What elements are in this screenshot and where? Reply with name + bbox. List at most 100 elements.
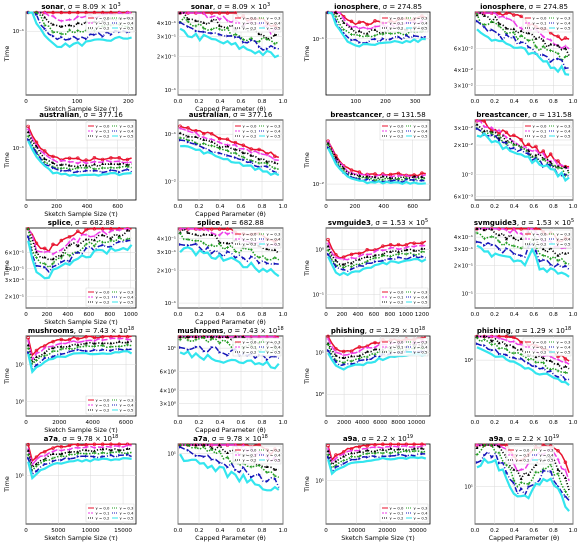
legend-label: γ = 0.2 bbox=[390, 516, 404, 521]
x-tick-label: 6000 bbox=[119, 420, 134, 426]
x-tick-label: 0.6 bbox=[529, 420, 538, 426]
legend-label: γ = 0.2 bbox=[243, 350, 257, 355]
y-tick-label: 10⁻¹ bbox=[165, 132, 176, 138]
y-tick-label: 3×10⁻² bbox=[454, 126, 473, 132]
x-tick-label: 0.6 bbox=[529, 204, 538, 210]
y-axis-label: Time bbox=[303, 260, 311, 277]
y-tick-label: 10⁻² bbox=[313, 182, 324, 188]
subplot-title: ionosphere, σ = 274.85 bbox=[480, 3, 568, 11]
legend: γ = 0.0γ = 0.1γ = 0.2γ = 0.3γ = 0.4γ = 0… bbox=[380, 338, 428, 356]
x-axis-label: Sketch Sample Size (τ) bbox=[44, 426, 118, 434]
legend-label: γ = 0.2 bbox=[96, 408, 110, 413]
legend: γ = 0.0γ = 0.1γ = 0.2γ = 0.3γ = 0.4γ = 0… bbox=[523, 14, 571, 32]
x-tick-label: 400 bbox=[378, 204, 389, 210]
y-tick-label: 10⁻¹ bbox=[165, 88, 176, 94]
x-tick-label: 0 bbox=[24, 528, 28, 534]
y-tick-label: 6×10⁰ bbox=[160, 370, 176, 376]
y-tick-label: 3×10⁻² bbox=[454, 83, 473, 89]
x-tick-label: 0.4 bbox=[510, 420, 519, 426]
legend: γ = 0.0γ = 0.1γ = 0.2γ = 0.3γ = 0.4γ = 0… bbox=[233, 338, 281, 356]
x-axis-label: Sketch Sample Size (τ) bbox=[341, 534, 415, 542]
legend: γ = 0.0γ = 0.1γ = 0.2γ = 0.3γ = 0.4γ = 0… bbox=[86, 14, 134, 32]
x-tick-label: 600 bbox=[407, 204, 418, 210]
y-tick-label: 10⁰ bbox=[464, 358, 473, 364]
legend-label: γ = 0.5 bbox=[557, 242, 571, 247]
subplot-title: a7a, σ = 9.78 × 1018 bbox=[44, 434, 119, 443]
x-tick-label: 10000 bbox=[408, 420, 426, 426]
x-tick-label: 0.0 bbox=[471, 204, 480, 210]
legend-label: γ = 0.2 bbox=[96, 300, 110, 305]
subplot-title: splice, σ = 682.88 bbox=[48, 219, 115, 227]
y-tick-label: 10¹ bbox=[167, 451, 176, 457]
x-tick-label: 800 bbox=[385, 312, 396, 318]
x-axis-label: Capped Parameter (θ) bbox=[195, 210, 266, 218]
subplot-title: phishing, σ = 1.29 × 1018 bbox=[477, 326, 571, 335]
subplot-title: sonar, σ = 8.09 × 103 bbox=[41, 2, 120, 11]
legend: γ = 0.0γ = 0.1γ = 0.2γ = 0.3γ = 0.4γ = 0… bbox=[86, 288, 134, 306]
legend-label: γ = 0.5 bbox=[267, 134, 281, 139]
legend: γ = 0.0γ = 0.1γ = 0.2γ = 0.3γ = 0.4γ = 0… bbox=[506, 446, 554, 464]
y-tick-label: 4×10⁻² bbox=[454, 68, 473, 74]
x-tick-label: 0.2 bbox=[490, 420, 499, 426]
y-tick-label: 4×10⁰ bbox=[160, 388, 176, 394]
x-tick-label: 600 bbox=[369, 312, 380, 318]
x-tick-label: 0.6 bbox=[529, 99, 538, 105]
x-axis-label: Sketch Sample Size (τ) bbox=[44, 318, 118, 326]
y-tick-label: 10⁻² bbox=[462, 173, 473, 179]
y-tick-label: 10⁻¹ bbox=[313, 37, 324, 43]
subplot-title: svmguide3, σ = 1.53 × 105 bbox=[474, 218, 574, 227]
x-tick-label: 200 bbox=[123, 99, 134, 105]
legend-label: γ = 0.5 bbox=[414, 350, 428, 355]
y-tick-label: 10¹ bbox=[315, 351, 324, 357]
x-tick-label: 1000 bbox=[399, 312, 414, 318]
legend-label: γ = 0.5 bbox=[120, 408, 134, 413]
x-axis-label: Capped Parameter (θ) bbox=[489, 534, 560, 542]
y-tick-label: 10⁻¹ bbox=[13, 146, 24, 152]
x-tick-label: 8000 bbox=[391, 420, 406, 426]
x-tick-label: 6000 bbox=[373, 420, 388, 426]
x-tick-label: 1.0 bbox=[569, 312, 578, 318]
x-tick-label: 0.0 bbox=[471, 312, 480, 318]
legend-label: γ = 0.5 bbox=[120, 134, 134, 139]
y-tick-label: 4×10⁻¹ bbox=[454, 235, 473, 241]
y-tick-label: 3×10⁻¹ bbox=[157, 35, 176, 41]
y-tick-label: 10⁰ bbox=[315, 247, 324, 253]
y-axis-label: Time bbox=[303, 476, 311, 493]
y-tick-label: 10¹ bbox=[464, 485, 473, 491]
x-tick-label: 1.0 bbox=[279, 528, 288, 534]
subplot-title: sonar, σ = 8.09 × 103 bbox=[191, 2, 270, 11]
x-tick-label: 1.0 bbox=[569, 528, 578, 534]
subplot-title: phishing, σ = 1.29 × 1018 bbox=[331, 326, 425, 335]
legend-label: γ = 0.5 bbox=[267, 242, 281, 247]
legend: γ = 0.0γ = 0.1γ = 0.2γ = 0.3γ = 0.4γ = 0… bbox=[86, 396, 134, 414]
legend-label: γ = 0.2 bbox=[390, 26, 404, 31]
x-tick-label: 0 bbox=[324, 420, 328, 426]
x-tick-label: 200 bbox=[350, 204, 361, 210]
x-tick-label: 2000 bbox=[337, 420, 352, 426]
x-tick-label: 0.4 bbox=[510, 312, 519, 318]
y-axis-label: Time bbox=[3, 260, 11, 277]
y-axis-label: Time bbox=[303, 368, 311, 385]
legend-label: γ = 0.5 bbox=[267, 26, 281, 31]
x-tick-label: 4000 bbox=[355, 420, 370, 426]
y-tick-label: 2×10⁻¹ bbox=[454, 263, 473, 269]
legend-label: γ = 0.2 bbox=[533, 242, 547, 247]
legend-label: γ = 0.2 bbox=[243, 26, 257, 31]
y-tick-label: 2×10⁻¹ bbox=[157, 269, 176, 275]
subplot-title: australian, σ = 377.16 bbox=[189, 111, 273, 119]
x-tick-label: 0.4 bbox=[510, 99, 519, 105]
y-tick-label: 2×10⁻¹ bbox=[157, 54, 176, 60]
x-tick-label: 1.0 bbox=[279, 420, 288, 426]
legend-label: γ = 0.5 bbox=[414, 300, 428, 305]
x-tick-label: 0.0 bbox=[471, 99, 480, 105]
x-tick-label: 400 bbox=[353, 312, 364, 318]
legend-label: γ = 0.2 bbox=[390, 350, 404, 355]
